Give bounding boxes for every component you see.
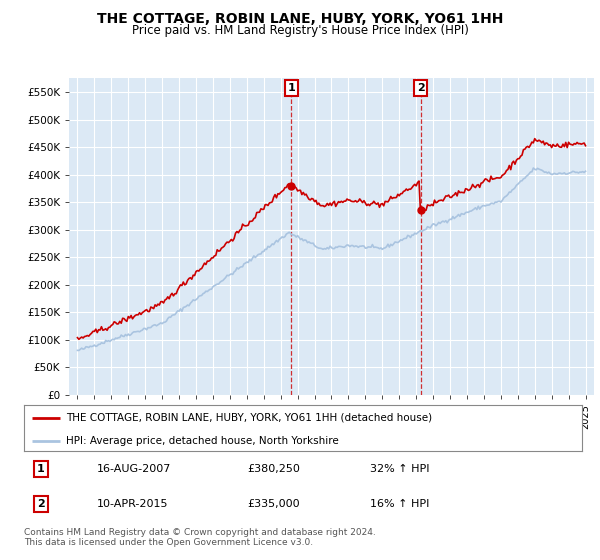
Text: 2: 2	[37, 499, 44, 509]
Text: 1: 1	[287, 83, 295, 93]
Text: £335,000: £335,000	[247, 499, 300, 509]
Text: 16% ↑ HPI: 16% ↑ HPI	[370, 499, 430, 509]
Text: 32% ↑ HPI: 32% ↑ HPI	[370, 464, 430, 474]
Text: THE COTTAGE, ROBIN LANE, HUBY, YORK, YO61 1HH (detached house): THE COTTAGE, ROBIN LANE, HUBY, YORK, YO6…	[66, 413, 432, 423]
Text: 16-AUG-2007: 16-AUG-2007	[97, 464, 171, 474]
Text: HPI: Average price, detached house, North Yorkshire: HPI: Average price, detached house, Nort…	[66, 436, 338, 446]
Text: 1: 1	[37, 464, 44, 474]
Text: 2: 2	[417, 83, 425, 93]
Text: Contains HM Land Registry data © Crown copyright and database right 2024.
This d: Contains HM Land Registry data © Crown c…	[24, 528, 376, 547]
Text: THE COTTAGE, ROBIN LANE, HUBY, YORK, YO61 1HH: THE COTTAGE, ROBIN LANE, HUBY, YORK, YO6…	[97, 12, 503, 26]
Text: 10-APR-2015: 10-APR-2015	[97, 499, 168, 509]
Text: £380,250: £380,250	[247, 464, 300, 474]
Text: Price paid vs. HM Land Registry's House Price Index (HPI): Price paid vs. HM Land Registry's House …	[131, 24, 469, 37]
